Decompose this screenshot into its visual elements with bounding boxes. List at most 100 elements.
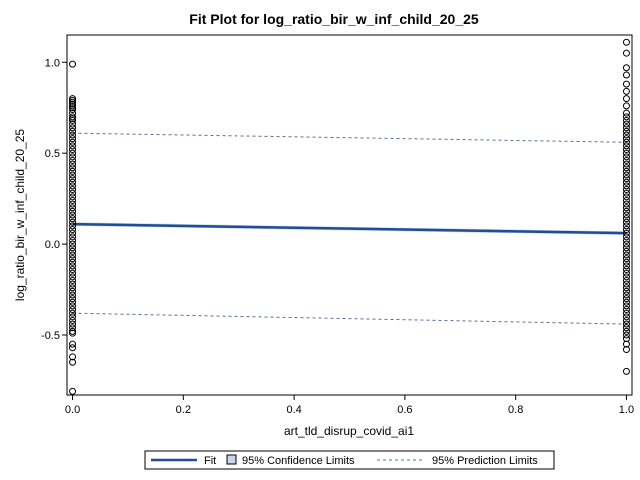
data-point <box>69 291 77 299</box>
data-point <box>69 244 77 252</box>
data-point <box>69 298 77 306</box>
data-point <box>622 167 630 175</box>
data-point <box>622 124 630 132</box>
data-point <box>69 96 77 104</box>
data-point <box>69 200 77 208</box>
data-point <box>622 251 630 259</box>
data-point <box>69 113 77 121</box>
data-point <box>69 175 77 183</box>
data-point <box>622 295 630 303</box>
data-point <box>622 149 630 157</box>
data-point <box>69 164 77 172</box>
fit-line-path <box>72 222 627 235</box>
data-point <box>622 164 630 172</box>
data-point <box>622 193 630 201</box>
data-point <box>622 142 630 150</box>
x-tick-label: 1.0 <box>619 404 634 416</box>
data-point <box>69 287 77 295</box>
data-point <box>622 171 630 179</box>
data-point <box>69 344 77 352</box>
data-point <box>622 160 630 168</box>
data-point <box>69 116 77 124</box>
data-point <box>622 244 630 252</box>
data-point <box>69 358 77 366</box>
data-point <box>622 324 630 332</box>
data-point <box>69 353 77 361</box>
data-point <box>69 131 77 139</box>
legend-frame <box>144 450 555 470</box>
data-point <box>622 116 630 124</box>
data-point <box>69 127 77 135</box>
data-point <box>622 331 630 339</box>
data-point <box>622 156 630 164</box>
data-point <box>622 222 630 230</box>
data-point <box>622 64 630 72</box>
data-point <box>622 266 630 274</box>
legend-confidence-swatch <box>226 454 237 465</box>
data-point <box>622 233 630 241</box>
data-point <box>69 233 77 241</box>
data-point <box>622 182 630 190</box>
data-point <box>69 276 77 284</box>
data-point <box>69 313 77 321</box>
data-point <box>622 284 630 292</box>
data-point <box>69 309 77 317</box>
data-point <box>622 186 630 194</box>
data-point <box>69 240 77 248</box>
data-point <box>69 196 77 204</box>
data-point <box>622 280 630 288</box>
legend: Fit 95% Confidence Limits 95% Prediction… <box>144 450 555 470</box>
data-point <box>69 138 77 146</box>
data-point <box>69 204 77 212</box>
data-point <box>69 153 77 161</box>
data-point <box>622 102 630 110</box>
data-point <box>622 327 630 335</box>
data-point <box>622 178 630 186</box>
data-point <box>622 200 630 208</box>
data-point <box>622 273 630 281</box>
data-point <box>622 135 630 143</box>
legend-prediction-label: 95% Prediction Limits <box>432 455 538 467</box>
data-point <box>622 306 630 314</box>
data-point <box>622 320 630 328</box>
data-point <box>69 266 77 274</box>
prediction-limits <box>72 132 627 325</box>
data-point <box>69 302 77 310</box>
y-axis-label: log_ratio_bir_w_inf_child_20_25 <box>13 129 27 301</box>
data-point <box>69 226 77 234</box>
data-point <box>622 138 630 146</box>
data-point <box>622 313 630 321</box>
data-point <box>69 106 77 114</box>
data-point <box>622 196 630 204</box>
data-point <box>69 316 77 324</box>
data-point <box>69 109 77 117</box>
data-point <box>622 218 630 226</box>
y-tick-label: 0.0 <box>45 239 60 251</box>
data-point <box>622 120 630 128</box>
data-point <box>69 120 77 128</box>
x-axis: 0.0 0.2 0.4 0.6 0.8 1.0 <box>65 395 634 416</box>
data-point <box>69 215 77 223</box>
data-point <box>622 229 630 237</box>
data-point <box>622 211 630 219</box>
data-point <box>622 127 630 135</box>
data-point <box>622 215 630 223</box>
data-point <box>69 178 77 186</box>
data-point <box>622 335 630 343</box>
data-point <box>622 247 630 255</box>
data-point <box>69 387 77 395</box>
data-point <box>69 160 77 168</box>
data-points <box>69 38 630 395</box>
data-point <box>69 102 77 110</box>
prediction-limit-lower <box>72 312 627 325</box>
data-point <box>69 258 77 266</box>
data-point <box>69 156 77 164</box>
x-tick-label: 0.2 <box>176 404 191 416</box>
data-point <box>69 207 77 215</box>
x-tick-label: 0.8 <box>508 404 523 416</box>
prediction-limit-upper <box>72 132 627 143</box>
legend-confidence-label: 95% Confidence Limits <box>242 455 355 467</box>
data-point <box>69 324 77 332</box>
data-point <box>69 262 77 270</box>
